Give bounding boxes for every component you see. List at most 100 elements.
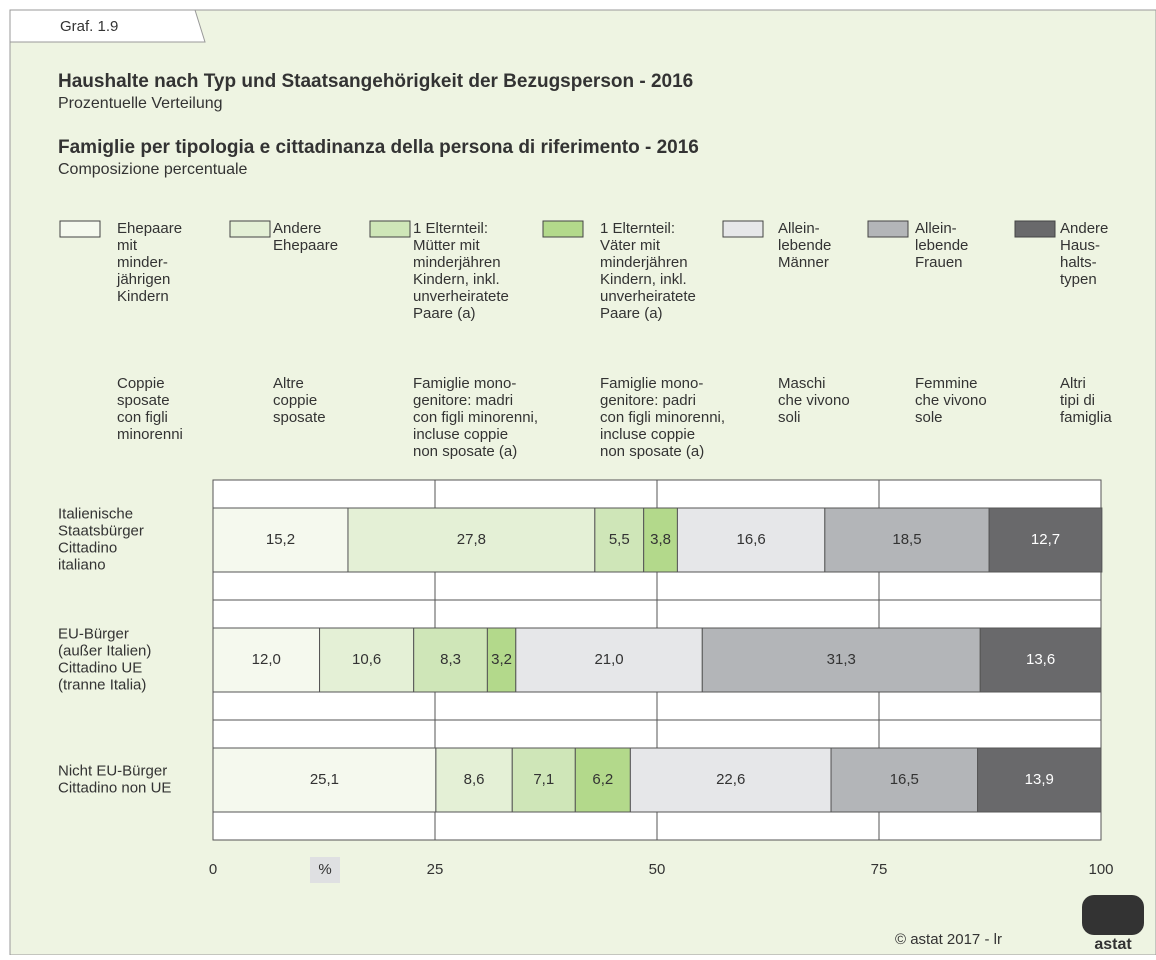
legend-label: Kindern — [117, 288, 169, 305]
legend-swatch — [722, 220, 764, 238]
legend-label: Allein- — [915, 220, 957, 237]
bar-segment — [629, 747, 832, 813]
value-label: 7,1 — [533, 771, 554, 788]
x-tick-label: 100 — [1088, 861, 1113, 878]
x-tick-label: 0 — [209, 861, 217, 878]
legend-label-it: genitore: madri — [413, 392, 513, 409]
legend-swatch — [1014, 220, 1056, 238]
legend-label: Ehepaare — [117, 220, 182, 237]
legend-label-it: sole — [915, 409, 943, 426]
legend-label: 1 Elternteil: — [413, 220, 488, 237]
legend-label-it: incluse coppie — [413, 426, 508, 443]
value-label: 12,0 — [252, 651, 281, 668]
value-label: 25,1 — [310, 771, 339, 788]
y-tick-label: italiano — [58, 556, 106, 573]
value-label: 15,2 — [266, 531, 295, 548]
legend-label-it: Femmine — [915, 375, 978, 392]
legend-label-it: soli — [778, 409, 801, 426]
legend-label: Allein- — [778, 220, 820, 237]
legend-label-it: coppie — [273, 392, 317, 409]
value-label: 16,6 — [737, 531, 766, 548]
legend-label: jährigen — [116, 271, 170, 288]
legend-label-it: non sposate (a) — [600, 443, 704, 460]
value-label: 22,6 — [716, 771, 745, 788]
value-label: 13,6 — [1026, 651, 1055, 668]
y-tick-label: Cittadino non UE — [58, 779, 171, 796]
bar-segment — [977, 747, 1102, 813]
legend-label: Kindern, inkl. — [600, 271, 687, 288]
bar-segment — [701, 627, 981, 693]
legend-label-it: con figli minorenni, — [600, 409, 725, 426]
y-tick-label: EU-Bürger — [58, 625, 129, 642]
legend-label-it: Coppie — [117, 375, 165, 392]
legend-label-it: che vivono — [778, 392, 850, 409]
legend-label: Andere — [1060, 220, 1108, 237]
legend-label-it: non sposate (a) — [413, 443, 517, 460]
bar-segment — [594, 507, 645, 573]
legend-label: Paare (a) — [413, 305, 476, 322]
legend-label: Kindern, inkl. — [413, 271, 500, 288]
legend-swatch — [59, 220, 101, 238]
x-tick-label: 75 — [871, 861, 888, 878]
value-label: 8,6 — [464, 771, 485, 788]
bar-segment — [413, 627, 488, 693]
legend-label-it: genitore: padri — [600, 392, 696, 409]
legend-swatch — [369, 220, 411, 238]
chart-subtitle: Prozentuelle Verteilung — [58, 95, 223, 112]
legend-label: typen — [1060, 271, 1097, 288]
legend-label: Väter mit — [600, 237, 661, 254]
copyright: © astat 2017 - lr — [895, 931, 1002, 948]
legend-label-it: sposate — [117, 392, 170, 409]
y-tick-label: (außer Italien) — [58, 642, 151, 659]
chart-subtitle: Composizione percentuale — [58, 161, 248, 178]
legend-label: mit — [117, 237, 138, 254]
bar-segment — [676, 507, 826, 573]
legend-label: minderjähren — [600, 254, 688, 271]
value-label: 3,8 — [650, 531, 671, 548]
value-label: 31,3 — [827, 651, 856, 668]
bar-segment — [824, 507, 990, 573]
logo-shape — [1082, 895, 1144, 935]
legend-label: Männer — [778, 254, 829, 271]
tab — [9, 9, 206, 43]
chart-title: Haushalte nach Typ und Staatsangehörigke… — [58, 71, 693, 92]
legend-swatch — [867, 220, 909, 238]
value-label: 5,5 — [609, 531, 630, 548]
value-label: 27,8 — [457, 531, 486, 548]
bar-segment — [486, 627, 517, 693]
legend-label: unverheiratete — [600, 288, 696, 305]
legend-label-it: con figli minorenni, — [413, 409, 538, 426]
bar-segment — [643, 507, 678, 573]
y-tick-label: (tranne Italia) — [58, 676, 146, 693]
value-label: 6,2 — [592, 771, 613, 788]
legend-label-it: tipi di — [1060, 392, 1095, 409]
legend-label: Andere — [273, 220, 321, 237]
legend-label-it: con figli — [117, 409, 168, 426]
y-tick-label: Staatsbürger — [58, 522, 144, 539]
bar-segment — [212, 627, 321, 693]
legend-label: Mütter mit — [413, 237, 481, 254]
bar-segment — [830, 747, 979, 813]
value-label: 13,9 — [1025, 771, 1054, 788]
legend-label-it: Maschi — [778, 375, 826, 392]
bar-segment — [319, 627, 415, 693]
legend-label-it: incluse coppie — [600, 426, 695, 443]
legend-label: Paare (a) — [600, 305, 663, 322]
x-axis-label: % — [318, 861, 331, 878]
legend-label: halts- — [1060, 254, 1097, 271]
legend-label: minderjähren — [413, 254, 501, 271]
legend-label-it: famiglia — [1060, 409, 1112, 426]
value-label: 10,6 — [352, 651, 381, 668]
y-tick-label: Nicht EU-Bürger — [58, 762, 167, 779]
bar-segment — [979, 627, 1102, 693]
legend-label-it: Altri — [1060, 375, 1086, 392]
y-tick-label: Cittadino UE — [58, 659, 142, 676]
x-tick-label: 25 — [427, 861, 444, 878]
value-label: 16,5 — [890, 771, 919, 788]
legend-label: minder- — [117, 254, 168, 271]
value-label: 12,7 — [1031, 531, 1060, 548]
legend-label-it: che vivono — [915, 392, 987, 409]
bar-segment — [988, 507, 1103, 573]
y-tick-label: Cittadino — [58, 539, 117, 556]
